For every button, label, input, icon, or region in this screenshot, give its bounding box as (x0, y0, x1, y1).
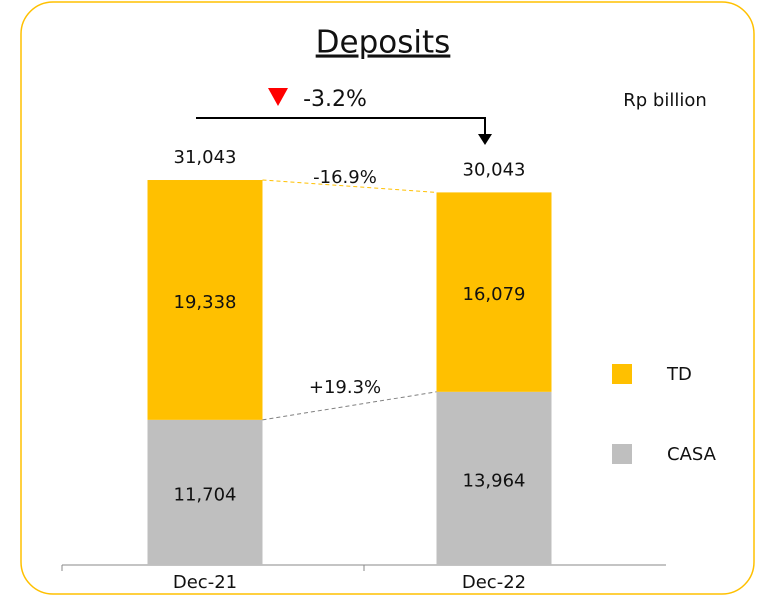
change-label: -16.9% (313, 167, 377, 188)
frame (20, 1, 755, 595)
total-label: 30,043 (463, 159, 526, 180)
value-label: 16,079 (463, 284, 526, 305)
unit-label: Rp billion (623, 90, 707, 111)
value-label: 11,704 (174, 484, 237, 505)
bar-segment (436, 192, 552, 392)
bar-segment (147, 180, 263, 420)
connector (262, 391, 437, 421)
legend-label: TD (666, 364, 692, 385)
change-arrow (196, 117, 486, 138)
x-tick-label: Dec-21 (173, 572, 237, 593)
value-label: 19,338 (174, 292, 237, 313)
total-label: 31,043 (174, 147, 237, 168)
total-change: -3.2% (303, 87, 367, 112)
legend-swatch (612, 364, 632, 384)
connector (262, 179, 437, 193)
bar-segment (147, 419, 263, 565)
x-tick-label: Dec-22 (462, 572, 526, 593)
down-triangle (268, 88, 288, 106)
bar-segment (436, 391, 552, 565)
value-label: 13,964 (463, 470, 526, 491)
legend-label: CASA (667, 444, 717, 465)
chart-title: Deposits (316, 25, 451, 61)
legend-swatch (612, 444, 632, 464)
arrow-head (478, 134, 492, 145)
change-label: +19.3% (309, 377, 381, 398)
